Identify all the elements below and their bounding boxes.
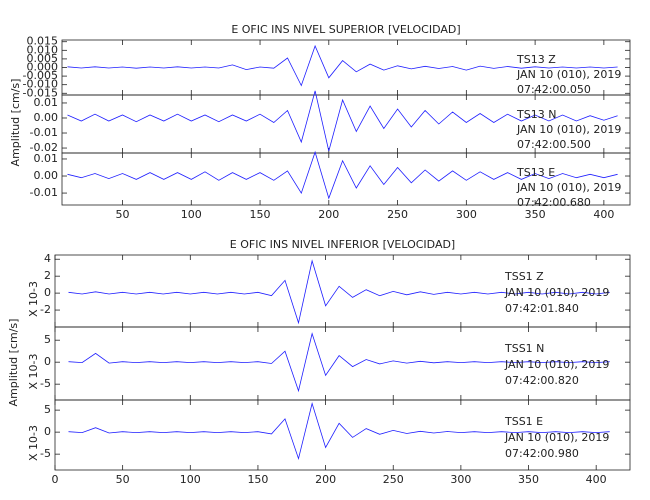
scale-label: X 10-3 xyxy=(27,354,40,390)
scale-label: X 10-3 xyxy=(27,425,40,461)
y-tick-label: -0.01 xyxy=(30,186,58,199)
trace-station: TSS1 E xyxy=(504,415,543,428)
x-tick-label: 300 xyxy=(450,473,471,486)
trace-station: TSS1 Z xyxy=(504,270,544,283)
panel-frame xyxy=(54,399,631,471)
waveform xyxy=(67,90,618,152)
trace-date: JAN 10 (010), 2019 xyxy=(516,181,621,194)
waveform xyxy=(67,44,618,87)
waveform xyxy=(68,402,610,461)
trace-date: JAN 10 (010), 2019 xyxy=(504,358,609,371)
y-tick-label: 5 xyxy=(44,403,51,416)
trace-date: JAN 10 (010), 2019 xyxy=(516,68,621,81)
x-tick-label: 0 xyxy=(52,473,59,486)
y-tick-label: 5 xyxy=(44,333,51,346)
x-tick-label: 150 xyxy=(247,473,268,486)
waveform xyxy=(68,332,610,393)
x-tick-label: 400 xyxy=(586,473,607,486)
x-tick-label: 350 xyxy=(525,208,546,221)
x-tick-label: 200 xyxy=(318,208,339,221)
scale-label: X 10-3 xyxy=(27,281,40,317)
trace-time: 07:42:00.820 xyxy=(505,374,579,387)
y-tick-label: 0.01 xyxy=(34,152,59,165)
trace-time: 07:42:00.050 xyxy=(517,83,591,96)
trace-station: TS13 E xyxy=(516,166,555,179)
trace-time: 07:42:00.680 xyxy=(517,196,591,209)
y-tick-label: -5 xyxy=(40,447,51,460)
y-tick-label: 0.005 xyxy=(27,52,59,65)
trace-station: TS13 N xyxy=(516,108,556,121)
y-tick-label: 0 xyxy=(44,425,51,438)
y-axis-label: Amplitud [cm/s] xyxy=(7,319,20,407)
chart-title: E OFIC INS NIVEL INFERIOR [VELOCIDAD] xyxy=(230,238,455,251)
y-tick-label: 0.000 xyxy=(27,61,59,74)
x-tick-label: 50 xyxy=(116,208,130,221)
x-tick-label: 350 xyxy=(518,473,539,486)
y-tick-label: -0.005 xyxy=(23,69,58,82)
y-tick-label: 0.015 xyxy=(27,35,59,48)
y-tick-label: 4 xyxy=(44,252,51,265)
trace-time: 07:42:01.840 xyxy=(505,302,579,315)
y-tick-label: 0 xyxy=(44,355,51,368)
y-tick-label: 0.01 xyxy=(34,96,59,109)
trace-station: TSS1 N xyxy=(504,342,544,355)
y-axis-label: Amplitud [cm/s] xyxy=(9,79,22,167)
y-tick-label: -5 xyxy=(40,377,51,390)
waveform xyxy=(68,259,610,325)
x-tick-label: 400 xyxy=(593,208,614,221)
trace-station: TS13 Z xyxy=(516,53,556,66)
trace-time: 07:42:00.980 xyxy=(505,447,579,460)
trace-date: JAN 10 (010), 2019 xyxy=(516,123,621,136)
y-tick-label: 0.010 xyxy=(27,43,59,56)
y-tick-label: 0.00 xyxy=(34,111,59,124)
x-tick-label: 250 xyxy=(383,473,404,486)
y-tick-label: 0 xyxy=(44,286,51,299)
y-tick-label: -0.010 xyxy=(23,78,58,91)
x-tick-label: 50 xyxy=(116,473,130,486)
waveform xyxy=(67,150,618,200)
y-tick-label: 2 xyxy=(44,269,51,282)
trace-date: JAN 10 (010), 2019 xyxy=(504,286,609,299)
chart-title: E OFIC INS NIVEL SUPERIOR [VELOCIDAD] xyxy=(231,23,460,36)
trace-date: JAN 10 (010), 2019 xyxy=(504,431,609,444)
y-tick-label: -0.02 xyxy=(30,141,58,154)
y-tick-label: -0.015 xyxy=(23,86,58,99)
x-tick-label: 150 xyxy=(250,208,271,221)
x-tick-label: 300 xyxy=(456,208,477,221)
x-tick-label: 200 xyxy=(315,473,336,486)
x-tick-label: 100 xyxy=(181,208,202,221)
y-tick-label: -2 xyxy=(40,303,51,316)
x-tick-label: 250 xyxy=(387,208,408,221)
y-tick-label: -0.01 xyxy=(30,126,58,139)
trace-time: 07:42:00.500 xyxy=(517,138,591,151)
y-tick-label: 0.00 xyxy=(34,169,59,182)
x-tick-label: 100 xyxy=(180,473,201,486)
panel-frame xyxy=(61,152,631,206)
